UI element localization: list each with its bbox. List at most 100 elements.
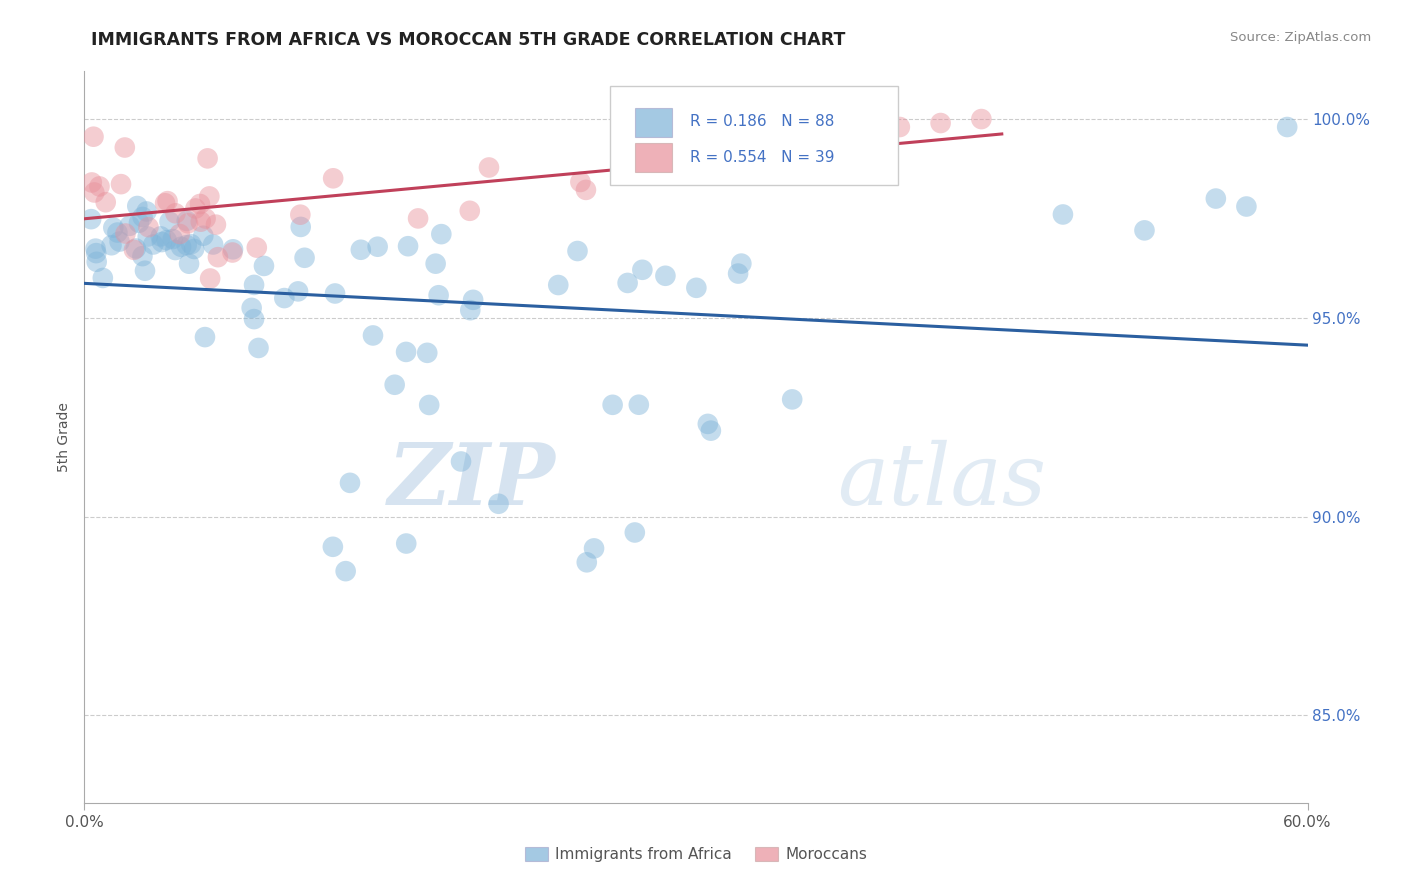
Point xyxy=(198,189,221,203)
Point xyxy=(567,244,589,258)
Point xyxy=(243,312,266,326)
Point xyxy=(202,237,225,252)
Point xyxy=(323,286,346,301)
Point xyxy=(84,246,107,260)
Point xyxy=(425,257,447,271)
Point xyxy=(287,285,309,299)
Point xyxy=(222,242,245,256)
Point xyxy=(575,183,598,197)
Point xyxy=(602,398,624,412)
Point xyxy=(177,216,200,230)
FancyBboxPatch shape xyxy=(636,143,672,172)
Point xyxy=(169,227,191,241)
Point xyxy=(155,233,177,247)
Point xyxy=(427,288,450,302)
Point xyxy=(127,199,149,213)
Point xyxy=(150,235,173,249)
Point xyxy=(134,264,156,278)
Point xyxy=(180,237,202,252)
Point xyxy=(929,116,952,130)
Point xyxy=(1277,120,1299,134)
Point xyxy=(190,215,212,229)
Point xyxy=(569,175,592,189)
Point xyxy=(1236,200,1258,214)
Point xyxy=(322,171,344,186)
Point xyxy=(727,267,749,281)
Point xyxy=(463,293,485,307)
Text: IMMIGRANTS FROM AFRICA VS MOROCCAN 5TH GRADE CORRELATION CHART: IMMIGRANTS FROM AFRICA VS MOROCCAN 5TH G… xyxy=(91,31,846,49)
Point xyxy=(575,555,598,569)
Point xyxy=(418,398,440,412)
Point xyxy=(253,259,276,273)
Point xyxy=(135,204,157,219)
Point xyxy=(82,129,104,144)
Point xyxy=(247,341,270,355)
Point xyxy=(700,424,723,438)
Point xyxy=(322,540,344,554)
Text: Source: ZipAtlas.com: Source: ZipAtlas.com xyxy=(1230,31,1371,45)
Point xyxy=(165,206,187,220)
Text: atlas: atlas xyxy=(837,440,1046,523)
Point xyxy=(273,291,295,305)
Point xyxy=(122,243,145,257)
Point xyxy=(1133,223,1156,237)
Point xyxy=(170,240,193,254)
Point xyxy=(361,328,384,343)
Point xyxy=(108,235,131,249)
Point xyxy=(128,216,150,230)
Point xyxy=(290,208,312,222)
Point xyxy=(450,454,472,468)
Point xyxy=(406,211,429,226)
Point xyxy=(84,242,107,256)
Point xyxy=(184,202,207,216)
Point xyxy=(970,112,993,126)
Point xyxy=(396,239,419,253)
Point xyxy=(114,227,136,241)
Point xyxy=(110,177,132,191)
Point xyxy=(848,128,870,142)
Point xyxy=(136,229,159,244)
Point xyxy=(730,257,752,271)
Point xyxy=(207,250,229,264)
Point xyxy=(335,564,357,578)
Point xyxy=(194,330,217,344)
Point xyxy=(1205,192,1227,206)
Point xyxy=(350,243,373,257)
Point xyxy=(395,536,418,550)
Point xyxy=(138,220,160,235)
Point xyxy=(384,377,406,392)
Point xyxy=(153,196,176,211)
Point xyxy=(243,277,266,292)
Point xyxy=(177,257,200,271)
Point xyxy=(458,203,481,218)
Point xyxy=(294,251,316,265)
Point xyxy=(188,197,211,211)
FancyBboxPatch shape xyxy=(636,108,672,137)
Point xyxy=(103,220,125,235)
Point xyxy=(583,541,606,556)
Legend: Immigrants from Africa, Moroccans: Immigrants from Africa, Moroccans xyxy=(519,841,873,868)
Point xyxy=(91,271,114,285)
Point xyxy=(125,242,148,256)
Point xyxy=(339,475,361,490)
Point xyxy=(107,226,129,240)
Text: R = 0.554   N = 39: R = 0.554 N = 39 xyxy=(690,150,834,165)
Point xyxy=(198,271,221,285)
Point xyxy=(94,195,117,210)
Point xyxy=(458,303,481,318)
Point xyxy=(488,497,510,511)
Point xyxy=(159,215,181,229)
Point xyxy=(627,398,650,412)
Point xyxy=(156,194,179,208)
Point xyxy=(83,186,105,200)
Point xyxy=(194,211,217,226)
Point xyxy=(149,229,172,244)
Point xyxy=(100,238,122,252)
Point xyxy=(547,278,569,293)
Point xyxy=(118,219,141,233)
Point xyxy=(205,218,228,232)
Point xyxy=(290,219,312,234)
Point xyxy=(114,140,136,154)
Point xyxy=(780,392,803,407)
FancyBboxPatch shape xyxy=(610,86,898,185)
